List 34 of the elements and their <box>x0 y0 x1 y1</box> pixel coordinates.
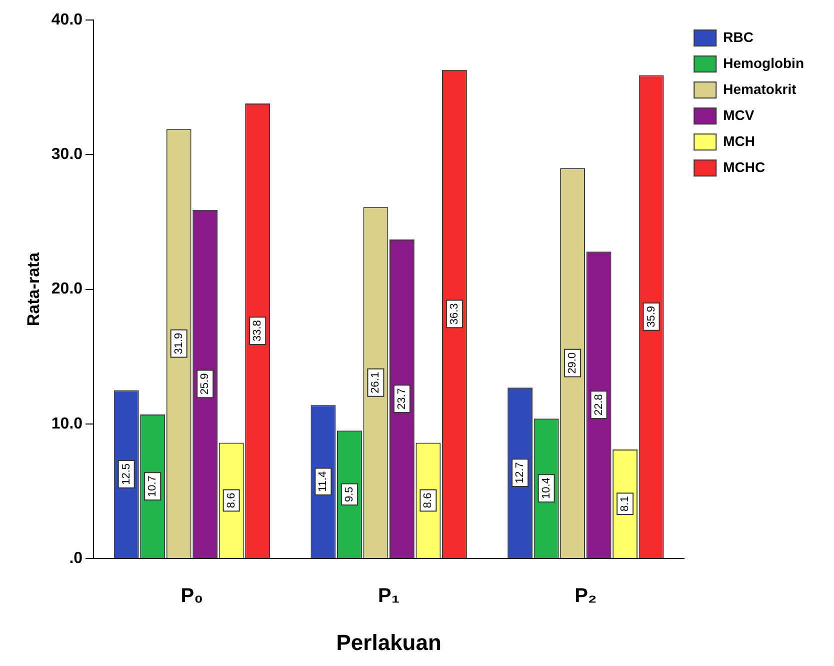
x-tick-label: P₁ <box>378 585 400 608</box>
data-label: 12.7 <box>514 462 526 484</box>
data-label: 8.6 <box>225 492 238 508</box>
data-label: 36.3 <box>448 303 460 325</box>
data-label: 29.0 <box>566 352 579 374</box>
legend-label: Hemoglobin <box>723 54 804 71</box>
y-tick-label: 40.0 <box>51 11 83 28</box>
y-tick-label: .0 <box>69 550 83 568</box>
data-label: 23.7 <box>396 388 408 410</box>
x-tick-label: P₀ <box>180 585 204 608</box>
data-label: 33.8 <box>252 320 264 342</box>
x-tick-label: P₂ <box>574 585 597 608</box>
legend-label: MCHC <box>723 158 766 175</box>
data-label: 10.4 <box>540 478 552 500</box>
legend-label: MCH <box>723 132 756 149</box>
data-label: 10.7 <box>146 476 159 498</box>
data-label: 8.1 <box>619 496 632 512</box>
y-tick-label: 10.0 <box>51 415 83 432</box>
data-label: 12.5 <box>120 463 132 485</box>
data-label: 9.5 <box>343 486 356 502</box>
data-label: 26.1 <box>370 372 382 394</box>
data-label: 22.8 <box>592 394 605 416</box>
data-label: 31.9 <box>172 332 185 354</box>
data-label: 35.9 <box>645 306 658 328</box>
data-label: 11.4 <box>317 471 330 492</box>
y-tick-label: 30.0 <box>51 146 83 164</box>
y-axis-title: Rata-rata <box>24 252 43 326</box>
x-axis-title: Perlakuan <box>336 630 442 655</box>
legend-label: Hematokrit <box>723 80 797 97</box>
data-label: 8.6 <box>422 492 434 508</box>
data-label: 25.9 <box>199 373 212 395</box>
y-tick-label: 20.0 <box>51 280 83 298</box>
legend-label: RBC <box>723 28 754 45</box>
legend-label: MCV <box>723 106 755 123</box>
